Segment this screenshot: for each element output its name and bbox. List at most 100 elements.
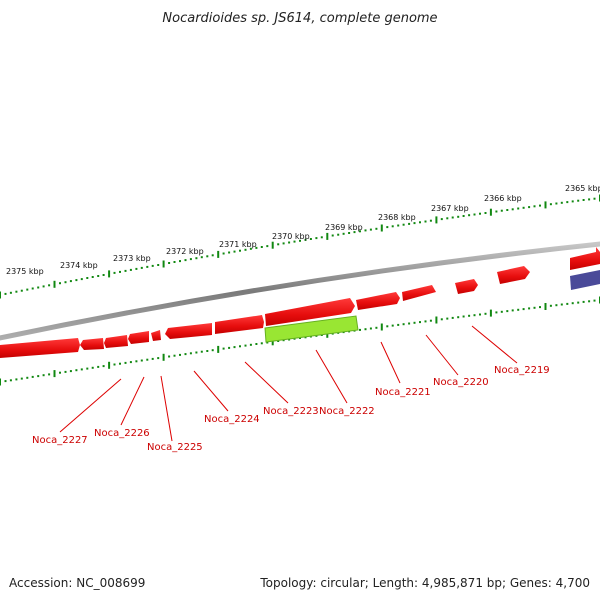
gene-label-noca-2225[interactable]: Noca_2225 [147,442,203,453]
inner-scale-major-tick [544,303,547,310]
outer-scale-minor-tick [304,238,307,241]
inner-scale-minor-tick [419,321,421,324]
inner-scale-major-tick [0,378,1,386]
inner-scale-minor-tick [26,376,29,379]
outer-scale-minor-tick [386,226,389,229]
gene-label-noca-2219[interactable]: Noca_2219 [494,365,550,376]
inner-scale-minor-tick [244,344,247,347]
gene-label-noca-2223[interactable]: Noca_2223 [263,406,319,417]
inner-scale-minor-tick [157,357,160,360]
inner-scale-minor-tick [31,375,34,378]
gene-arrow[interactable] [0,338,80,358]
outer-scale-minor-tick [588,198,591,201]
scale-label-2372: 2372 kbp [166,247,204,256]
outer-scale-minor-tick [189,258,192,261]
outer-scale-minor-tick [522,206,525,209]
gene-arrow[interactable] [215,315,264,334]
gene-arrow[interactable] [265,298,355,326]
outer-scale-major-tick [53,280,56,288]
forward-genes [0,247,600,358]
inner-scale-minor-tick [113,363,116,366]
inner-scale-minor-tick [555,304,558,307]
gene-label-noca-2226[interactable]: Noca_2226 [94,428,150,439]
gene-label-noca-2227[interactable]: Noca_2227 [32,435,88,446]
outer-scale-minor-tick [348,232,351,234]
highlighted-gene[interactable] [264,315,359,343]
inner-scale-minor-tick [37,375,40,378]
gene-arrow[interactable] [356,292,400,310]
gene-arrow[interactable] [165,323,212,339]
gene-arrow[interactable] [455,279,478,294]
inner-scale-minor-tick [48,373,51,376]
outer-scale-minor-tick [97,275,100,277]
gene-label-noca-2222[interactable]: Noca_2222 [319,406,375,417]
inner-scale-minor-tick [228,346,231,349]
inner-scale-minor-tick [168,355,171,358]
inner-scale-minor-tick [97,365,100,368]
gene-arrow[interactable] [402,285,436,301]
inner-scale-minor-tick [473,314,476,317]
outer-scale-minor-tick [528,206,531,209]
outer-scale-minor-tick [26,288,29,291]
inner-scale-minor-tick [386,325,389,328]
outer-scale-minor-tick [277,243,280,246]
outer-scale-minor-tick [473,213,476,216]
outer-scale-minor-tick [533,205,536,208]
outer-scale-minor-tick [506,209,509,211]
inner-scale-minor-tick [511,309,514,312]
scale-label-2370: 2370 kbp [272,232,310,241]
gene-label-noca-2224[interactable]: Noca_2224 [204,414,260,425]
outer-scale-minor-tick [337,233,340,236]
gene-arrow[interactable] [497,266,530,284]
outer-scale-minor-tick [495,210,498,213]
inner-scale-minor-tick [359,328,361,331]
inner-scale-minor-tick [566,302,569,305]
outer-scale-minor-tick [119,270,121,273]
gene-arrow[interactable] [151,330,161,341]
outer-scale-minor-tick [173,261,176,263]
outer-scale-minor-tick [457,215,460,218]
outer-scale-minor-tick [320,236,323,239]
gene-label-noca-2221[interactable]: Noca_2221 [375,387,431,398]
inner-scale-minor-tick [75,369,78,372]
inner-scale-major-tick [435,316,438,324]
outer-scale-minor-tick [566,201,569,204]
inner-scale-minor-tick [140,359,143,362]
inner-scale-minor-tick [222,347,225,350]
outer-scale-minor-tick [288,241,291,244]
inner-scale-minor-tick [80,368,83,371]
inner-scale-minor-tick [91,366,94,369]
inner-scale-minor-tick [593,299,596,302]
outer-scale-minor-tick [282,242,285,245]
outer-scale-minor-tick [168,262,171,264]
outer-scale-minor-tick [211,254,214,257]
inner-scale-minor-tick [129,361,132,364]
outer-scale-minor-tick [233,250,236,253]
outer-scale-minor-tick [500,209,503,212]
outer-scale-major-tick [489,208,492,216]
outer-scale-minor-tick [479,212,481,215]
inner-scale-minor-tick [266,341,269,344]
outer-scale-minor-tick [48,284,51,287]
outer-scale-major-tick [544,201,547,209]
outer-scale-minor-tick [484,212,487,214]
outer-scale-minor-tick [369,228,372,231]
gene-arrow[interactable] [128,331,149,344]
inner-scale-minor-tick [200,350,203,353]
outer-scale-minor-tick [37,286,40,289]
gene-label-noca-2220[interactable]: Noca_2220 [433,377,489,388]
inner-scale-minor-tick [500,310,503,313]
outer-scale-minor-tick [157,264,160,266]
outer-scale-major-tick [108,270,111,278]
outer-scale-minor-tick [309,238,312,240]
inner-scale-minor-tick [195,351,198,354]
outer-scale-minor-tick [228,251,231,254]
outer-scale-minor-tick [549,203,552,206]
gene-arrow[interactable] [570,247,600,270]
outer-scale-minor-tick [293,240,296,243]
gene-arrow[interactable] [104,335,128,348]
outer-scale-minor-tick [299,239,301,242]
blue-feature[interactable] [570,270,600,290]
gene-arrow[interactable] [80,338,104,350]
inner-scale-minor-tick [249,343,252,346]
